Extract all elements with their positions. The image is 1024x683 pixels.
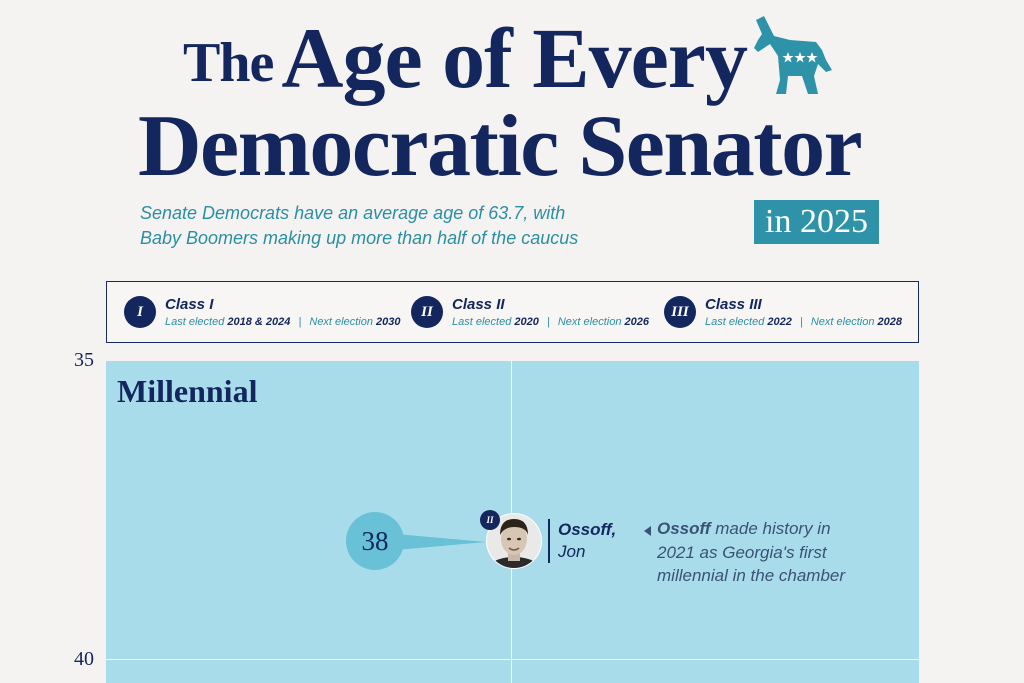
class-1-elected: 2018 & 2024	[227, 316, 291, 328]
class-1-name: Class I	[165, 296, 214, 313]
class-3-elected-label: Last elected	[705, 316, 765, 328]
class-1-detail: Last elected 2018 & 2024 | Next election…	[165, 316, 401, 328]
legend-class-2: II Class II Last elected 2020 | Next ele…	[411, 282, 649, 342]
class-2-elected-label: Last elected	[452, 316, 512, 328]
legend-class-1: I Class I Last elected 2018 & 2024 | Nex…	[124, 282, 401, 342]
title-age-of-every: Age of Every	[281, 10, 748, 106]
annotation-line-2: 2021 as Georgia's first	[657, 542, 827, 562]
class-1-elected-label: Last elected	[165, 316, 225, 328]
class-2-elected: 2020	[514, 316, 539, 328]
subtitle: Senate Democrats have an average age of …	[140, 201, 610, 251]
annotation-line-3: millennial in the chamber	[657, 566, 846, 585]
senator-first-name: Jon	[558, 542, 586, 561]
subtitle-line-2: Baby Boomers making up more than half of…	[140, 228, 579, 248]
class-2-badge: II	[411, 296, 443, 328]
subtitle-line-1: Senate Democrats have an average age of …	[140, 203, 566, 223]
annotation-text-1: made history in	[710, 519, 831, 538]
class-3-name: Class III	[705, 296, 762, 313]
age-bubble: 38	[346, 512, 404, 570]
age-40-gridline	[106, 659, 919, 660]
senator-name: Ossoff, Jon	[558, 519, 616, 563]
class-1-next-label: Next election	[309, 316, 373, 328]
class-2-next-label: Next election	[557, 316, 622, 328]
annotation-arrow-icon	[644, 526, 651, 536]
senator-portrait	[486, 513, 542, 569]
senator-last-name: Ossoff,	[558, 520, 617, 539]
name-divider	[548, 519, 550, 563]
title-line-2: Democratic Senator	[138, 98, 863, 195]
class-3-next-label: Next election	[810, 316, 875, 328]
class-2-next: 2026	[624, 316, 649, 328]
class-3-elected: 2022	[767, 316, 792, 328]
annotation: Ossoff made history in 2021 as Georgia's…	[657, 517, 887, 588]
age-tick-35: 35	[74, 349, 94, 371]
class-1-next: 2030	[376, 316, 401, 328]
annotation-bold: Ossoff	[657, 519, 711, 538]
class-1-badge: I	[124, 296, 156, 328]
generation-label: Millennial	[117, 373, 258, 409]
class-3-badge: III	[664, 296, 696, 328]
class-2-detail: Last elected 2020 | Next election 2026	[452, 316, 649, 328]
age-pointer	[396, 534, 486, 550]
title-the: The	[183, 32, 274, 94]
class-3-detail: Last elected 2022 | Next election 2028	[705, 316, 902, 328]
age-tick-40: 40	[74, 648, 94, 670]
year-badge: in 2025	[754, 200, 879, 244]
title-line-1: TheAge of Every	[183, 8, 748, 108]
democratic-donkey-icon	[754, 16, 832, 94]
class-3-next: 2028	[877, 316, 902, 328]
class-2-name: Class II	[452, 296, 505, 313]
senator-class-badge: II	[480, 510, 500, 530]
legend-class-3: III Class III Last elected 2022 | Next e…	[664, 282, 902, 342]
class-legend: I Class I Last elected 2018 & 2024 | Nex…	[106, 281, 919, 343]
